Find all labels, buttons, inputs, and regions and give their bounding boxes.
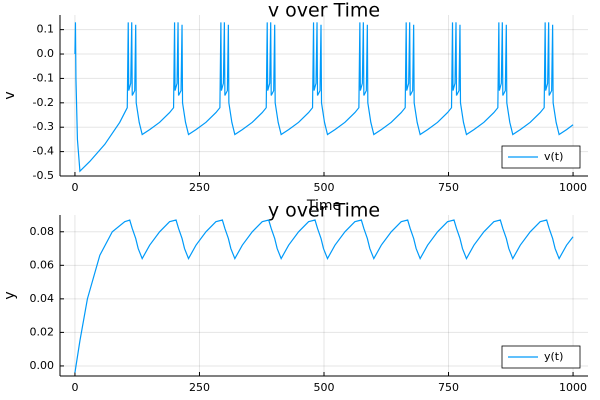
- x-tick-label: 500: [314, 381, 335, 394]
- x-tick-label: 750: [438, 181, 459, 194]
- y-axis-label: v: [2, 91, 18, 99]
- x-tick-label: 1000: [559, 381, 587, 394]
- chart-title: v over Time: [268, 0, 380, 22]
- y-tick-label: 0.08: [30, 225, 55, 238]
- y-tick-label: -0.5: [33, 169, 54, 182]
- x-tick-label: 1000: [559, 181, 587, 194]
- legend-label: v(t): [544, 150, 563, 163]
- legend-box: [501, 145, 581, 169]
- y-tick-label: -0.3: [33, 120, 54, 133]
- x-axis-label: Time: [306, 198, 341, 214]
- y-tick-label: 0.04: [30, 292, 55, 305]
- legend-box: [501, 345, 581, 369]
- chart-title: y over Time: [268, 200, 380, 222]
- y-tick-label: -0.1: [33, 71, 54, 84]
- y-tick-label: -0.4: [33, 145, 54, 158]
- y-tick-label: 0.1: [37, 23, 55, 36]
- y-tick-label: 0.00: [30, 359, 55, 372]
- x-tick-label: 0: [71, 181, 78, 194]
- x-tick-label: 500: [314, 181, 335, 194]
- x-tick-label: 250: [189, 381, 210, 394]
- x-tick-label: 750: [438, 381, 459, 394]
- y-tick-label: 0.02: [30, 325, 55, 338]
- x-tick-label: 250: [189, 181, 210, 194]
- line: [74, 219, 574, 373]
- y-axis-label: y: [2, 291, 18, 299]
- x-tick-label: 0: [71, 381, 78, 394]
- line: [74, 22, 574, 173]
- y-tick-label: 0.06: [30, 258, 55, 271]
- y-tick-label: -0.2: [33, 96, 54, 109]
- legend-label: y(t): [544, 350, 563, 363]
- y-tick-label: 0.0: [37, 47, 55, 60]
